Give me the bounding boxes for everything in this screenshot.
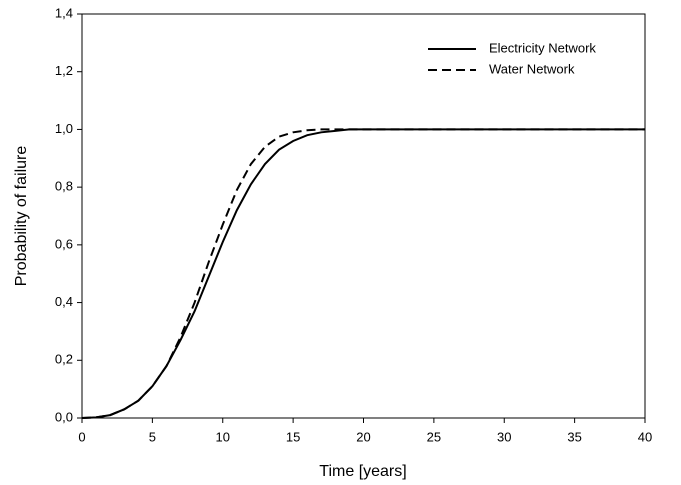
y-tick-label: 0,8 [55,179,73,194]
y-tick-label: 1,0 [55,121,73,136]
x-axis-label: Time [years] [319,463,406,480]
y-tick-label: 1,2 [55,63,73,78]
y-tick-label: 0,0 [55,409,73,424]
legend-label: Electricity Network [489,40,596,55]
x-tick-label: 25 [427,429,441,444]
legend-label: Water Network [489,61,575,76]
line-series [81,128,645,419]
y-tick-label: 0,2 [55,352,73,367]
y-tick-label: 0,6 [55,236,73,251]
x-tick-label: 30 [497,429,511,444]
line-series [81,128,645,419]
x-tick-label: 10 [216,429,230,444]
x-tick-label: 40 [638,429,652,444]
y-axis-label: Probability of failure [13,146,30,287]
x-tick-label: 35 [567,429,581,444]
x-tick-label: 5 [149,429,156,444]
x-tick-label: 0 [78,429,85,444]
y-tick-label: 0,4 [55,294,73,309]
x-tick-label: 20 [356,429,370,444]
x-tick-label: 15 [286,429,300,444]
y-tick-label: 1,4 [55,5,73,20]
